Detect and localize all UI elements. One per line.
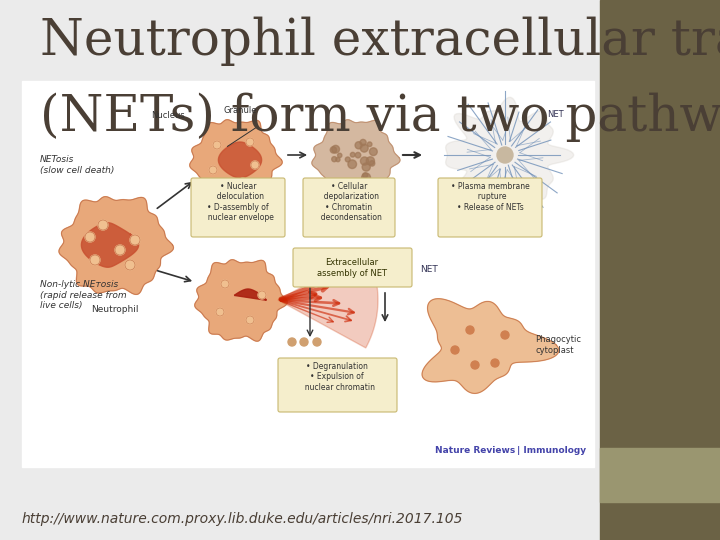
Circle shape (85, 232, 95, 242)
FancyBboxPatch shape (438, 178, 542, 237)
Text: Nature Reviews | Immunology: Nature Reviews | Immunology (435, 446, 586, 455)
Circle shape (355, 152, 361, 158)
Circle shape (332, 157, 337, 162)
Text: (NETs) form via two pathways: (NETs) form via two pathways (40, 92, 720, 142)
Circle shape (313, 338, 321, 346)
Circle shape (361, 157, 369, 165)
Bar (600, 0, 720, 540)
Circle shape (246, 138, 254, 146)
Circle shape (369, 161, 375, 166)
Circle shape (246, 316, 254, 324)
Text: Nucleus: Nucleus (151, 111, 185, 120)
Circle shape (360, 139, 366, 146)
FancyBboxPatch shape (278, 358, 397, 412)
Circle shape (130, 235, 140, 245)
Circle shape (362, 163, 370, 171)
Circle shape (98, 220, 108, 230)
Circle shape (351, 152, 355, 157)
Circle shape (330, 147, 336, 153)
Bar (600, 448, 720, 502)
Text: NET: NET (420, 265, 438, 274)
Circle shape (221, 280, 229, 288)
Circle shape (451, 346, 459, 354)
Bar (22, 81, 594, 467)
Circle shape (355, 141, 362, 149)
Circle shape (125, 260, 135, 270)
Circle shape (367, 142, 372, 146)
Polygon shape (59, 197, 174, 294)
FancyBboxPatch shape (293, 248, 412, 287)
Circle shape (346, 157, 350, 162)
Circle shape (366, 157, 374, 165)
Circle shape (216, 308, 224, 316)
Circle shape (361, 173, 371, 182)
Text: • Plasma membrane
  rupture
• Release of NETs: • Plasma membrane rupture • Release of N… (451, 182, 529, 212)
Circle shape (209, 166, 217, 174)
Text: Granule: Granule (223, 106, 257, 115)
Circle shape (369, 148, 377, 156)
Text: NETosis
(slow cell death): NETosis (slow cell death) (40, 156, 114, 175)
Circle shape (115, 245, 125, 255)
Text: • Cellular
  depolarization
• Chromatin
  decondensation: • Cellular depolarization • Chromatin de… (316, 182, 382, 222)
Text: http://www.nature.com.proxy.lib.duke.edu/articles/nri.2017.105: http://www.nature.com.proxy.lib.duke.edu… (22, 512, 463, 526)
Circle shape (466, 326, 474, 334)
Text: Non-lytic NEᴛosis
(rapid release from
live cells): Non-lytic NEᴛosis (rapid release from li… (40, 280, 127, 310)
Circle shape (213, 141, 221, 149)
Polygon shape (312, 120, 400, 197)
Circle shape (338, 153, 342, 158)
Circle shape (501, 331, 509, 339)
Circle shape (471, 361, 479, 369)
Text: Neutrophil extracellular traps: Neutrophil extracellular traps (40, 16, 720, 66)
Circle shape (300, 338, 308, 346)
Polygon shape (190, 120, 282, 201)
Circle shape (239, 178, 247, 186)
Text: Extracellular
assembly of NET: Extracellular assembly of NET (317, 258, 387, 278)
FancyBboxPatch shape (303, 178, 395, 237)
Circle shape (251, 161, 259, 169)
Circle shape (336, 158, 340, 161)
Text: Phagocytic
cytoplast: Phagocytic cytoplast (535, 335, 581, 355)
Circle shape (258, 291, 266, 299)
Circle shape (497, 147, 513, 163)
Polygon shape (195, 260, 287, 341)
Polygon shape (422, 299, 559, 394)
Polygon shape (234, 289, 266, 300)
Polygon shape (278, 252, 378, 348)
Circle shape (360, 144, 368, 152)
Polygon shape (446, 97, 574, 213)
Text: • Degranulation
• Expulsion of
  nuclear chromatin: • Degranulation • Expulsion of nuclear c… (300, 362, 374, 392)
Text: • Nuclear
  deloculation
• D-assembly of
  nuclear envelope: • Nuclear deloculation • D-assembly of n… (202, 182, 274, 222)
Circle shape (332, 145, 340, 153)
FancyBboxPatch shape (191, 178, 285, 237)
Text: NET: NET (547, 110, 564, 119)
Circle shape (90, 255, 100, 265)
Circle shape (491, 359, 499, 367)
Polygon shape (218, 142, 261, 178)
Circle shape (288, 338, 296, 346)
Circle shape (348, 160, 356, 168)
Circle shape (363, 173, 368, 178)
Polygon shape (81, 223, 138, 267)
Text: Neutrophil: Neutrophil (91, 305, 139, 314)
